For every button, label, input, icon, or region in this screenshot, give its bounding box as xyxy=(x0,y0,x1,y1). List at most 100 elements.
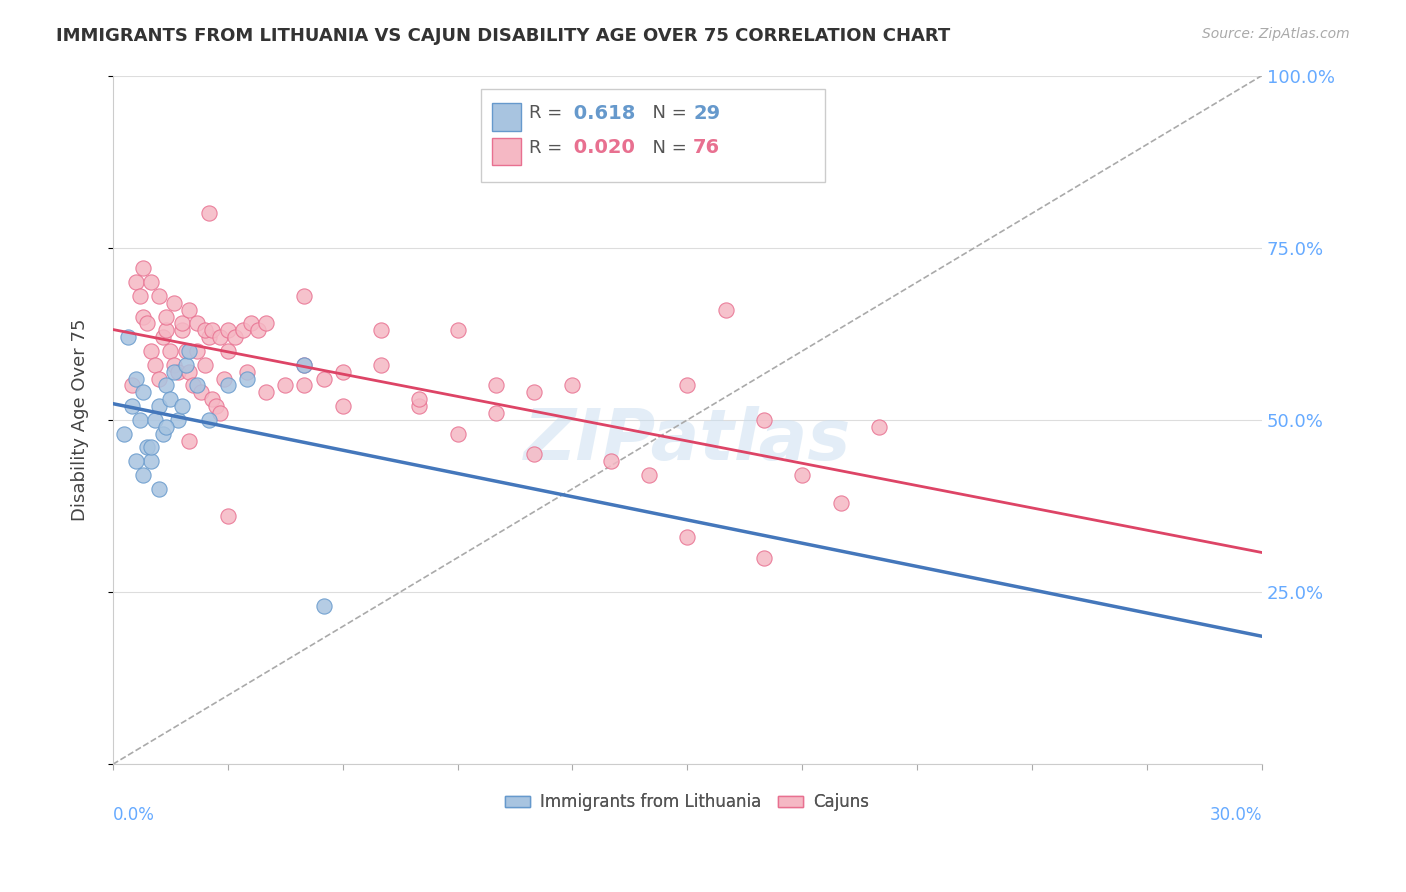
Point xyxy=(792,468,814,483)
FancyBboxPatch shape xyxy=(481,89,825,182)
Point xyxy=(179,302,201,317)
Point xyxy=(830,495,852,509)
FancyBboxPatch shape xyxy=(492,103,520,130)
Point xyxy=(125,371,148,385)
Point xyxy=(752,550,775,565)
Point xyxy=(170,323,193,337)
Point xyxy=(170,399,193,413)
Point xyxy=(141,454,163,468)
Point xyxy=(638,468,661,483)
Text: Source: ZipAtlas.com: Source: ZipAtlas.com xyxy=(1202,27,1350,41)
Point xyxy=(209,406,232,420)
Point xyxy=(143,358,166,372)
Point xyxy=(217,344,239,359)
Point xyxy=(332,399,354,413)
Point xyxy=(132,385,155,400)
Point xyxy=(217,378,239,392)
Point xyxy=(112,426,135,441)
Point xyxy=(292,378,315,392)
Point xyxy=(163,295,186,310)
Point xyxy=(201,323,224,337)
Point xyxy=(254,317,277,331)
Point xyxy=(179,344,201,359)
Point xyxy=(148,289,170,303)
Text: IMMIGRANTS FROM LITHUANIA VS CAJUN DISABILITY AGE OVER 75 CORRELATION CHART: IMMIGRANTS FROM LITHUANIA VS CAJUN DISAB… xyxy=(56,27,950,45)
Point xyxy=(167,413,190,427)
Point xyxy=(197,206,219,220)
Point xyxy=(752,413,775,427)
Point xyxy=(155,419,177,434)
Point xyxy=(485,378,508,392)
Text: 30.0%: 30.0% xyxy=(1209,805,1263,823)
Point xyxy=(599,454,621,468)
Text: R =: R = xyxy=(529,104,568,122)
Point xyxy=(408,399,430,413)
Point xyxy=(148,482,170,496)
Point xyxy=(868,419,890,434)
Point xyxy=(128,289,150,303)
Text: N =: N = xyxy=(641,104,693,122)
Point xyxy=(197,330,219,344)
Y-axis label: Disability Age Over 75: Disability Age Over 75 xyxy=(72,318,89,521)
Point xyxy=(141,275,163,289)
Point xyxy=(179,365,201,379)
Point xyxy=(292,358,315,372)
Point xyxy=(212,371,235,385)
Point xyxy=(163,358,186,372)
Point xyxy=(186,378,208,392)
Point xyxy=(485,406,508,420)
Text: 76: 76 xyxy=(693,138,720,157)
Legend: Immigrants from Lithuania, Cajuns: Immigrants from Lithuania, Cajuns xyxy=(499,787,876,818)
Point xyxy=(141,441,163,455)
Point xyxy=(125,454,148,468)
Point xyxy=(239,317,262,331)
Text: R =: R = xyxy=(529,139,568,157)
Point xyxy=(174,358,197,372)
Point xyxy=(676,530,699,544)
FancyBboxPatch shape xyxy=(492,137,520,165)
Point xyxy=(312,371,335,385)
Point xyxy=(117,330,139,344)
Point xyxy=(143,413,166,427)
Point xyxy=(714,302,737,317)
Point xyxy=(194,323,217,337)
Point xyxy=(132,310,155,324)
Point xyxy=(201,392,224,407)
Point xyxy=(155,310,177,324)
Point xyxy=(312,599,335,613)
Point xyxy=(121,378,143,392)
Point xyxy=(209,330,232,344)
Point xyxy=(197,413,219,427)
Point xyxy=(132,468,155,483)
Point xyxy=(292,289,315,303)
Point xyxy=(236,365,259,379)
Point xyxy=(205,399,228,413)
Point xyxy=(159,344,181,359)
Point xyxy=(274,378,297,392)
Point xyxy=(561,378,583,392)
Point xyxy=(292,358,315,372)
Point xyxy=(186,344,208,359)
Point xyxy=(247,323,270,337)
Text: ZIPatlas: ZIPatlas xyxy=(523,406,851,475)
Point xyxy=(446,323,468,337)
Point xyxy=(136,317,159,331)
Point xyxy=(523,447,546,461)
Point xyxy=(141,344,163,359)
Point xyxy=(155,323,177,337)
Point xyxy=(121,399,143,413)
Point xyxy=(186,317,208,331)
Point xyxy=(217,323,239,337)
Point xyxy=(148,399,170,413)
Point xyxy=(332,365,354,379)
Text: 29: 29 xyxy=(693,103,720,123)
Point xyxy=(217,509,239,524)
Point xyxy=(224,330,246,344)
Point xyxy=(125,275,148,289)
Point xyxy=(232,323,254,337)
Point xyxy=(163,365,186,379)
Point xyxy=(170,317,193,331)
Point xyxy=(152,426,174,441)
Point xyxy=(190,385,212,400)
Point xyxy=(128,413,150,427)
